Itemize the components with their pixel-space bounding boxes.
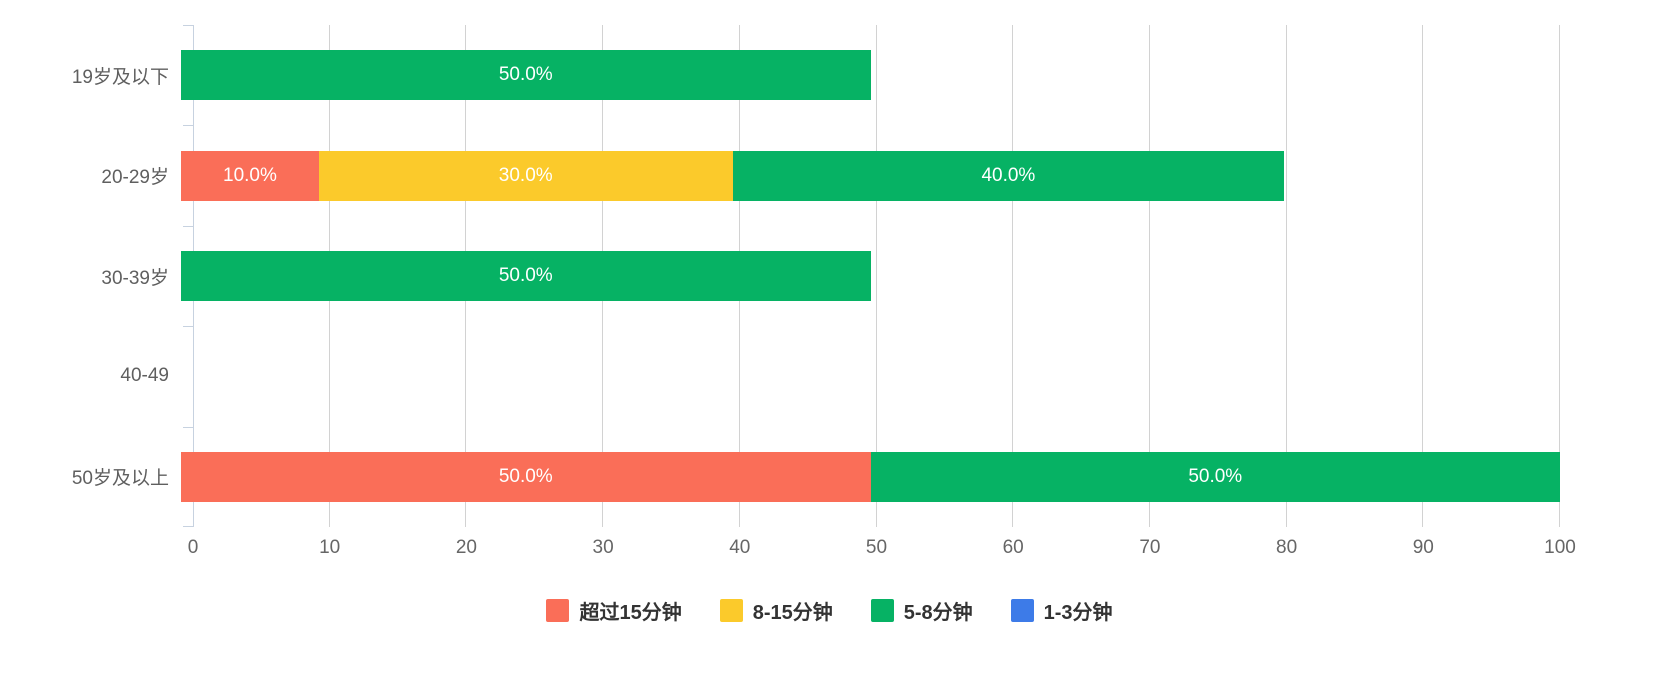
bar-value-label: 10.0%: [223, 164, 277, 186]
legend-swatch: [546, 599, 570, 622]
chart-row: 30-39岁 50.0%: [0, 226, 1560, 326]
x-axis-tick-label: 60: [1002, 537, 1024, 558]
y-axis-tick: [183, 326, 193, 328]
bar-segment[interactable]: 10.0%: [181, 150, 319, 201]
x-axis-tick-label: 40: [729, 537, 751, 558]
bar-track: 50.0%: [181, 251, 1560, 302]
gridline: [1012, 25, 1014, 527]
y-axis-tick: [183, 125, 193, 127]
rows-layer: 19岁及以下 50.0% 20-29岁 10.0% 30.0% 40.0% 30-39岁 50…: [0, 25, 1560, 527]
legend-item[interactable]: 超过15分钟: [546, 596, 682, 625]
legend-label: 1-3分钟: [1043, 602, 1113, 624]
bar-track: 50.0% 50.0%: [181, 451, 1560, 502]
x-axis-tick-label: 30: [592, 537, 614, 558]
chart-row: 19岁及以下 50.0%: [0, 25, 1560, 125]
x-axis-tick-label: 90: [1412, 537, 1434, 558]
chart-row: 20-29岁 10.0% 30.0% 40.0%: [0, 125, 1560, 225]
legend-swatch: [1010, 599, 1034, 622]
bar-track: [181, 351, 1560, 401]
gridline: [1285, 25, 1287, 527]
y-axis-category-label: 19岁及以下: [71, 66, 169, 88]
x-axis-tick-label: 20: [455, 537, 477, 558]
y-axis-tick: [183, 526, 193, 527]
y-axis-tick: [183, 225, 193, 227]
chart-row: 50岁及以上 50.0% 50.0%: [0, 427, 1560, 527]
y-axis-tick: [183, 426, 193, 428]
x-axis-tick-label: 10: [319, 537, 341, 558]
bar-value-label: 30.0%: [498, 164, 553, 186]
legend-item[interactable]: 5-8分钟: [870, 596, 973, 625]
bar-value-label: 50.0%: [1188, 465, 1243, 487]
legend-item[interactable]: 8-15分钟: [719, 596, 833, 625]
x-axis-tick-label: 70: [1139, 537, 1161, 558]
chart-row: 40-49: [0, 326, 1560, 426]
x-axis-tick-label: 80: [1276, 537, 1298, 558]
x-axis-tick-label: 100: [1544, 537, 1576, 558]
y-axis-tick: [183, 25, 193, 26]
y-axis-category-label: 40-49: [120, 365, 169, 387]
legend-item[interactable]: 1-3分钟: [1010, 596, 1113, 625]
x-axis-tick-label: 50: [865, 537, 888, 558]
bar-segment[interactable]: 50.0%: [181, 451, 871, 502]
gridline: [1422, 25, 1424, 527]
bar-segment[interactable]: 30.0%: [318, 150, 733, 201]
legend-label: 5-8分钟: [903, 602, 973, 624]
x-axis: 0 10 20 30 40 50 60 70 80 90 100: [188, 537, 1576, 563]
y-axis-category-label: 50岁及以上: [71, 468, 169, 490]
legend-label: 超过15分钟: [579, 602, 682, 624]
gridline: [1148, 25, 1150, 527]
legend: 超过15分钟 8-15分钟 5-8分钟 1-3分钟: [0, 596, 1659, 625]
legend-swatch: [870, 599, 894, 622]
gridline: [875, 25, 877, 527]
y-axis-category-label: 20-29岁: [101, 167, 169, 189]
bar-segment[interactable]: 50.0%: [181, 50, 871, 101]
bar-value-label: 40.0%: [981, 164, 1036, 186]
bar-value-label: 50.0%: [498, 465, 553, 487]
bar-segment[interactable]: 50.0%: [870, 451, 1560, 502]
bar-track: 50.0%: [181, 50, 1560, 101]
y-axis-category-label: 30-39岁: [101, 267, 169, 289]
bar-segment[interactable]: 40.0%: [732, 150, 1285, 201]
bar-value-label: 50.0%: [498, 265, 553, 287]
bar-segment[interactable]: 50.0%: [181, 251, 871, 302]
x-axis-tick-label: 0: [187, 537, 199, 558]
bar-value-label: 50.0%: [498, 64, 553, 86]
bar-track: 10.0% 30.0% 40.0%: [181, 150, 1560, 201]
legend-swatch: [719, 599, 743, 622]
gridline: [1559, 25, 1560, 527]
legend-label: 8-15分钟: [752, 602, 833, 624]
